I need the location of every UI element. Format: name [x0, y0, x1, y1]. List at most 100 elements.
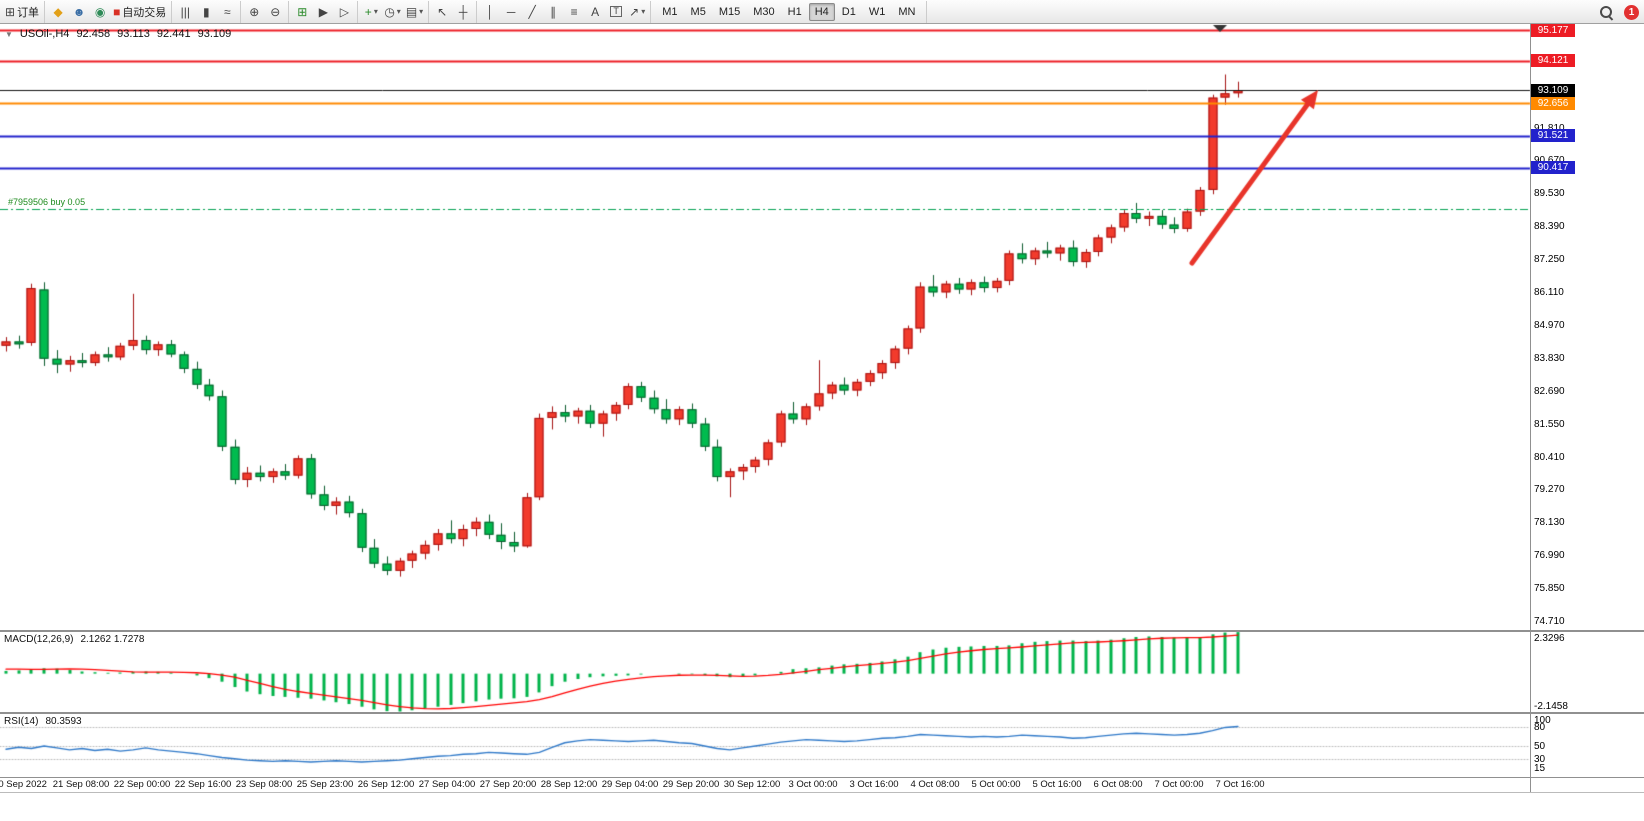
time-axis-label: 22 Sep 16:00 [174, 779, 232, 790]
profile-icon[interactable]: ☻ [69, 2, 89, 22]
cursor-tool-button[interactable]: ↖ [432, 2, 452, 22]
profile-icon-icon: ☻ [72, 4, 86, 19]
gold-diamond-icon[interactable]: ◆ [48, 2, 68, 22]
vertical-line-tool-button[interactable]: │ [480, 2, 500, 22]
tile-windows-button[interactable]: ⊞ [292, 2, 312, 22]
rsi-axis-label: 100 [1534, 715, 1551, 726]
zoom-out-icon: ⊖ [270, 4, 281, 19]
periods-button[interactable]: ◷ ▾ [382, 2, 403, 22]
tile-windows-icon: ⊞ [297, 4, 308, 19]
fibonacci-tool-button[interactable]: ≡ [564, 2, 584, 22]
bar-chart-type-button[interactable]: ||| [175, 2, 195, 22]
zoom-in-button[interactable]: ⊕ [244, 2, 264, 22]
price-scale-label: 74.710 [1534, 616, 1565, 628]
timeframe-m30[interactable]: M30 [753, 5, 775, 18]
timeframe-m15[interactable]: M15 [718, 5, 741, 18]
price-scale-label: 84.970 [1534, 319, 1565, 331]
candlestick-chart-type-button[interactable]: ▮ [196, 2, 216, 22]
orders-icon: ⊞ [5, 4, 16, 19]
price-badge: 91.521 [1531, 129, 1575, 143]
price-scale-label: 90.670 [1534, 155, 1565, 166]
horizontal-line-tool-icon: ─ [506, 4, 516, 19]
timeframe-h1[interactable]: H1 [787, 5, 802, 18]
crosshair-tool-button[interactable]: ┼ [453, 2, 473, 22]
main-macd-separator[interactable] [0, 630, 1644, 632]
ohlc-close: 93.109 [197, 28, 232, 40]
rsi-name: RSI(14) [4, 716, 39, 727]
price-axis[interactable]: 91.810 90.670 89.530 88.390 87.250 86.110 84.9… [1530, 23, 1644, 792]
rsi-axis-label: 80 [1534, 721, 1546, 733]
autotrading-button[interactable]: ■ 自动交易 [111, 2, 168, 22]
indicators-button[interactable]: + ▾ [361, 2, 381, 22]
price-badge: 92.656 [1531, 96, 1575, 110]
horizontal-line-tool-button[interactable]: ─ [501, 2, 521, 22]
timeframe-d1[interactable]: D1 [841, 5, 856, 18]
ohlc-high: 93.113 [117, 28, 150, 40]
toolbar-right: 1 [1596, 0, 1639, 24]
ohlc-open: 92.458 [76, 28, 111, 40]
orders-button[interactable]: ⊞ 订单 [3, 2, 41, 22]
notification-badge[interactable]: 1 [1624, 4, 1639, 20]
price-scale-label: 87.250 [1534, 254, 1565, 266]
symbol-period: USOil-,H4 [19, 28, 70, 40]
search-button[interactable] [1596, 2, 1616, 22]
time-axis-label: 25 Sep 23:00 [296, 779, 354, 790]
price-scale-label: 91.810 [1534, 122, 1565, 134]
timeframe-mn[interactable]: MN [898, 5, 916, 18]
price-scale-label: 83.830 [1534, 352, 1565, 364]
templates-icon: ▤ [405, 4, 418, 19]
templates-button[interactable]: ▤ ▾ [404, 2, 425, 22]
position-label[interactable]: #7959506 buy 0.05 [8, 196, 86, 207]
time-axis-label: 20 Sep 2022 [0, 779, 47, 790]
dropdown-arrow-icon[interactable]: ▾ [373, 7, 378, 16]
zoom-out-button[interactable]: ⊖ [265, 2, 285, 22]
dropdown-arrow-icon[interactable]: ▾ [419, 7, 424, 16]
time-axis-label: 27 Sep 04:00 [418, 779, 476, 790]
channel-tool-icon: ∥ [550, 4, 557, 19]
time-axis-label: 22 Sep 00:00 [113, 779, 171, 790]
ohlc-low: 92.441 [156, 28, 191, 40]
orders-button-label: 订单 [17, 6, 40, 19]
line-chart-type-icon: ≈ [224, 4, 231, 19]
time-axis-label: 21 Sep 08:00 [52, 779, 110, 790]
dropdown-arrow-icon[interactable]: ▾ [641, 7, 646, 16]
time-axis-label: 28 Sep 12:00 [540, 779, 598, 790]
chart-shift-button[interactable]: ▷ [334, 2, 354, 22]
dropdown-arrow-icon[interactable]: ▾ [396, 7, 401, 16]
arrows-tool-button[interactable]: ↗ ▾ [627, 2, 647, 22]
price-scale-label: 78.130 [1534, 517, 1565, 529]
timeframe-w1[interactable]: W1 [868, 5, 886, 18]
line-chart-type-button[interactable]: ≈ [217, 2, 237, 22]
community-icon-icon: ◉ [94, 4, 106, 19]
toolbar-group: ⊞ ▶ ▷ [289, 0, 359, 23]
autotrading-button-label: 自动交易 [122, 6, 167, 19]
trendline-tool-button[interactable]: ╱ [522, 2, 542, 22]
time-axis-label: 3 Oct 16:00 [849, 779, 899, 790]
channel-tool-button[interactable]: ∥ [543, 2, 563, 22]
timeframe-h4[interactable]: H4 [808, 2, 835, 21]
candlestick-chart-type-icon: ▮ [203, 4, 210, 19]
timeframe-m1[interactable]: M1 [662, 5, 678, 18]
timeframe-m5[interactable]: M5 [690, 5, 706, 18]
rsi-axis-label: 15 [1534, 763, 1546, 775]
collapse-icon[interactable]: ▼ [5, 29, 13, 39]
periods-icon: ◷ [384, 4, 395, 19]
cursor-tool-icon: ↖ [437, 4, 448, 19]
auto-scroll-button[interactable]: ▶ [313, 2, 333, 22]
price-badge: 94.121 [1531, 54, 1575, 68]
text-tool-button[interactable]: A [585, 2, 605, 22]
crosshair-tool-icon: ┼ [458, 4, 468, 19]
community-icon[interactable]: ◉ [90, 2, 110, 22]
text-label-tool-button[interactable]: T [606, 2, 626, 22]
toolbar-group: ⊞ 订单 [0, 0, 46, 23]
macd-rsi-separator[interactable] [0, 712, 1644, 714]
time-axis-label: 29 Sep 20:00 [662, 779, 720, 790]
chart-shift-icon: ▷ [339, 4, 349, 19]
gold-diamond-icon-icon: ◆ [53, 4, 63, 19]
price-scale-label: 79.270 [1534, 484, 1565, 496]
price-badge: 95.177 [1531, 23, 1575, 37]
price-scale-label: 81.550 [1534, 418, 1565, 430]
